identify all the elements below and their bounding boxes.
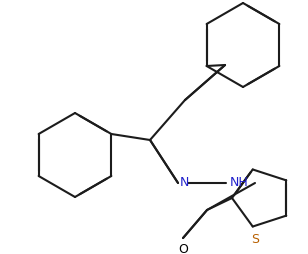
Text: NH: NH: [230, 177, 249, 189]
Text: N: N: [180, 177, 189, 189]
Text: S: S: [251, 232, 259, 246]
Text: O: O: [178, 243, 188, 254]
